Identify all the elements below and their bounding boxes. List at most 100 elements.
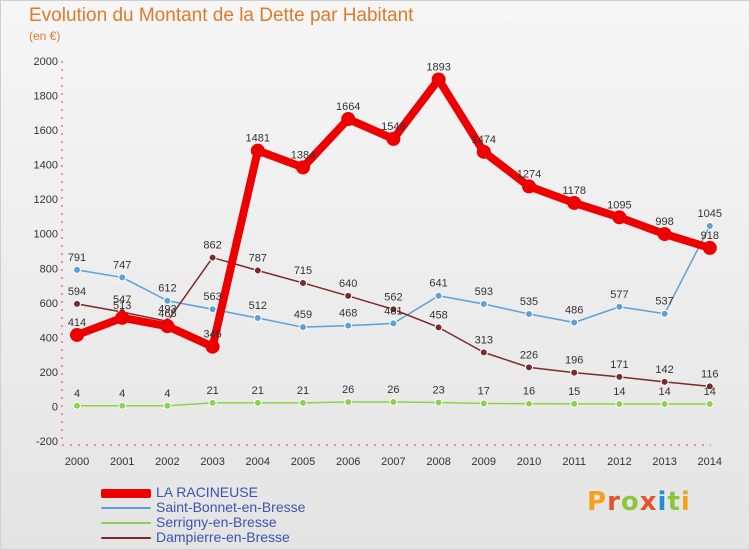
x-tick-label: 2007 bbox=[381, 456, 405, 468]
data-label: 547 bbox=[113, 294, 131, 306]
logo-letter: r bbox=[607, 487, 621, 517]
data-label: 791 bbox=[68, 252, 86, 264]
data-point bbox=[115, 310, 130, 325]
logo-letter: x bbox=[639, 487, 658, 517]
y-tick-label: 0 bbox=[52, 401, 58, 413]
data-label: 15 bbox=[568, 386, 580, 398]
data-point bbox=[702, 240, 717, 255]
data-point bbox=[253, 398, 262, 407]
data-point bbox=[615, 372, 624, 381]
data-label: 577 bbox=[610, 289, 628, 301]
data-label: 787 bbox=[249, 253, 267, 265]
data-label: 23 bbox=[432, 384, 444, 396]
data-label: 612 bbox=[158, 283, 176, 295]
legend-item: Saint-Bonnet-en-Bresse bbox=[101, 500, 341, 515]
data-label: 1481 bbox=[246, 133, 270, 145]
legend-swatch bbox=[101, 522, 151, 524]
x-tick-label: 2013 bbox=[652, 456, 676, 468]
data-label: 594 bbox=[68, 286, 86, 298]
data-point bbox=[163, 296, 172, 305]
data-label: 313 bbox=[475, 334, 493, 346]
data-point bbox=[479, 300, 488, 309]
data-label: 171 bbox=[610, 359, 628, 371]
x-tick-label: 2014 bbox=[698, 456, 722, 468]
x-tick-label: 2010 bbox=[517, 456, 541, 468]
data-point bbox=[341, 112, 356, 127]
chart-legend: LA RACINEUSE Saint-Bonnet-en-Bresse Serrig… bbox=[101, 485, 341, 545]
chart-title: Evolution du Montant de la Dette par Hab… bbox=[29, 5, 414, 26]
y-tick-label: 2000 bbox=[34, 56, 58, 68]
data-point bbox=[525, 310, 533, 319]
data-point bbox=[570, 399, 579, 408]
data-label: 4 bbox=[164, 388, 170, 400]
data-label: 21 bbox=[252, 385, 264, 397]
data-point bbox=[705, 221, 714, 230]
y-tick-label: -200 bbox=[36, 436, 58, 448]
x-tick-label: 2012 bbox=[607, 456, 631, 468]
data-label: 4 bbox=[119, 388, 125, 400]
data-point bbox=[389, 305, 398, 314]
data-label: 142 bbox=[655, 364, 673, 376]
data-label: 486 bbox=[565, 305, 583, 317]
logo-letter: t bbox=[667, 487, 681, 517]
legend-item: Dampierre-en-Bresse bbox=[101, 530, 341, 545]
data-label: 1664 bbox=[336, 101, 360, 113]
data-point bbox=[570, 318, 579, 327]
data-label: 1474 bbox=[472, 134, 496, 146]
data-label: 468 bbox=[339, 308, 357, 320]
data-point bbox=[660, 377, 669, 386]
x-tick-label: 2004 bbox=[246, 456, 270, 468]
data-label: 116 bbox=[701, 368, 719, 380]
y-tick-label: 1600 bbox=[34, 125, 58, 137]
legend-label: Saint-Bonnet-en-Bresse bbox=[156, 499, 306, 515]
data-point bbox=[615, 302, 624, 311]
data-label: 562 bbox=[384, 291, 402, 303]
legend-label: Dampierre-en-Bresse bbox=[156, 529, 290, 545]
legend-swatch bbox=[101, 537, 151, 539]
data-point bbox=[73, 401, 81, 410]
data-point bbox=[525, 363, 533, 372]
data-point bbox=[208, 398, 217, 407]
x-tick-label: 2006 bbox=[336, 456, 360, 468]
data-point bbox=[299, 323, 307, 332]
data-point bbox=[70, 327, 84, 342]
data-label: 1178 bbox=[562, 185, 586, 197]
data-point bbox=[163, 401, 172, 410]
data-label: 537 bbox=[655, 296, 673, 308]
data-label: 21 bbox=[206, 385, 218, 397]
x-tick-label: 2009 bbox=[472, 456, 496, 468]
proxiti-logo: Proxiti bbox=[587, 487, 691, 517]
data-point bbox=[434, 398, 443, 407]
data-point bbox=[570, 368, 579, 377]
data-label: 593 bbox=[475, 286, 493, 298]
data-point bbox=[431, 72, 446, 87]
data-label: 862 bbox=[203, 240, 221, 252]
y-tick-label: 1200 bbox=[34, 194, 58, 206]
data-label: 747 bbox=[113, 259, 131, 271]
data-point bbox=[208, 305, 217, 314]
x-tick-label: 2000 bbox=[65, 456, 89, 468]
y-tick-label: 800 bbox=[40, 263, 58, 275]
data-label: 1893 bbox=[426, 61, 450, 73]
data-point bbox=[479, 348, 488, 357]
data-point bbox=[705, 382, 714, 391]
y-tick-label: 200 bbox=[40, 367, 58, 379]
data-point bbox=[567, 195, 582, 210]
data-label: 4 bbox=[74, 388, 80, 400]
data-point bbox=[205, 339, 220, 354]
data-point bbox=[657, 227, 672, 242]
data-label: 1095 bbox=[607, 199, 631, 211]
data-label: 17 bbox=[478, 386, 490, 398]
x-tick-label: 2001 bbox=[110, 456, 134, 468]
data-label: 640 bbox=[339, 278, 357, 290]
data-label: 414 bbox=[68, 317, 86, 329]
data-point bbox=[389, 397, 398, 406]
data-label: 14 bbox=[704, 386, 716, 398]
data-label: 196 bbox=[565, 355, 583, 367]
data-point bbox=[479, 399, 488, 408]
data-label: 26 bbox=[342, 384, 354, 396]
data-point bbox=[660, 309, 669, 318]
data-point bbox=[615, 400, 624, 409]
data-point bbox=[612, 210, 627, 225]
